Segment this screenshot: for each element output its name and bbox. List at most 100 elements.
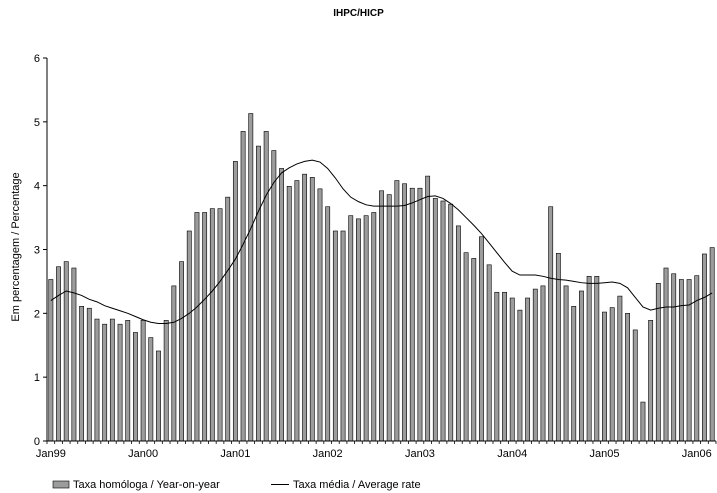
bar xyxy=(186,230,192,442)
bar xyxy=(263,131,269,442)
bar xyxy=(309,177,315,442)
bar xyxy=(678,279,684,442)
bar xyxy=(625,313,630,442)
bar xyxy=(655,283,661,442)
bar xyxy=(94,318,100,442)
bar xyxy=(148,337,154,442)
bar xyxy=(440,200,446,442)
legend-line-label: Taxa média / Average rate xyxy=(293,479,421,491)
bar xyxy=(163,320,169,442)
average-rate-line xyxy=(50,159,713,325)
bar xyxy=(648,320,654,442)
bar xyxy=(133,332,138,442)
bar xyxy=(48,279,54,442)
bar xyxy=(525,297,531,442)
bar xyxy=(671,273,677,442)
y-tick-label: 4 xyxy=(34,181,40,193)
bar xyxy=(463,252,469,442)
bar xyxy=(602,311,607,442)
bar xyxy=(517,309,523,442)
legend-bar-label: Taxa homóloga / Year-on-year xyxy=(73,479,220,491)
bar xyxy=(286,186,292,442)
bar xyxy=(348,215,354,442)
bar xyxy=(56,266,61,442)
bar xyxy=(579,290,584,442)
bar xyxy=(394,180,400,442)
bar xyxy=(271,150,277,442)
bar xyxy=(340,230,346,442)
bar xyxy=(402,183,407,442)
bar xyxy=(356,218,361,442)
bar xyxy=(471,258,477,442)
bar xyxy=(156,350,161,442)
y-axis-title: Em percentagem / Percentage xyxy=(10,172,22,321)
bar xyxy=(640,401,646,442)
y-tick-label: 5 xyxy=(34,117,40,129)
bar xyxy=(140,320,146,442)
bar xyxy=(417,187,423,442)
bar xyxy=(371,212,377,442)
bar xyxy=(79,306,85,442)
x-tick-label: Jan04 xyxy=(497,448,527,460)
bar xyxy=(548,206,554,442)
bar xyxy=(594,276,600,442)
x-tick-label: Jan06 xyxy=(682,448,712,460)
bar xyxy=(125,320,131,442)
bar xyxy=(171,285,177,442)
bar-series xyxy=(48,113,715,442)
chart-title: IHPC/HICP xyxy=(333,8,384,19)
x-tick-label: Jan99 xyxy=(36,448,66,460)
bar xyxy=(509,297,515,442)
x-axis-ticks: Jan99 Jan00 Jan01 Jan02 Jan03 Jan04 Jan05 Jan06 xyxy=(36,441,717,460)
x-tick-label: Jan05 xyxy=(590,448,620,460)
legend-bar-swatch xyxy=(52,480,70,489)
bar xyxy=(256,145,261,442)
bar xyxy=(432,198,438,442)
x-tick-label: Jan00 xyxy=(128,448,158,460)
bar xyxy=(379,190,384,442)
bar xyxy=(117,323,123,442)
bar xyxy=(586,276,592,442)
bar xyxy=(194,212,200,442)
legend: Taxa homóloga / Year-on-year Taxa média … xyxy=(52,479,421,491)
bar xyxy=(86,307,92,442)
bar xyxy=(448,203,454,442)
bar xyxy=(409,187,415,442)
bar xyxy=(532,288,538,442)
bar xyxy=(332,230,338,442)
bar xyxy=(302,173,308,442)
bar xyxy=(486,264,492,442)
bar xyxy=(225,196,231,442)
y-tick-label: 0 xyxy=(34,436,40,448)
x-tick-label: Jan01 xyxy=(220,448,250,460)
bar xyxy=(209,208,215,442)
bar xyxy=(248,113,254,442)
bar xyxy=(609,307,615,442)
y-tick-label: 3 xyxy=(34,245,40,257)
bar xyxy=(632,329,638,442)
bar xyxy=(455,225,461,442)
bar xyxy=(479,236,484,442)
bar xyxy=(317,188,323,442)
bar xyxy=(294,180,300,442)
bar xyxy=(502,291,507,442)
bar xyxy=(102,323,108,442)
bar xyxy=(232,161,238,442)
y-tick-label: 1 xyxy=(34,372,40,384)
y-axis-ticks: 0 1 2 3 4 5 6 xyxy=(34,53,47,448)
bar xyxy=(563,285,569,442)
bar xyxy=(709,247,715,442)
x-tick-label: Jan02 xyxy=(313,448,343,460)
x-tick-label: Jan03 xyxy=(405,448,435,460)
y-tick-label: 2 xyxy=(34,308,40,320)
bar xyxy=(363,215,369,442)
bar xyxy=(279,168,284,442)
bar xyxy=(386,194,392,442)
bar xyxy=(702,253,707,442)
bar xyxy=(663,267,669,442)
bar xyxy=(325,206,331,442)
bar xyxy=(540,285,546,442)
bar xyxy=(202,212,208,442)
bar xyxy=(425,175,431,442)
